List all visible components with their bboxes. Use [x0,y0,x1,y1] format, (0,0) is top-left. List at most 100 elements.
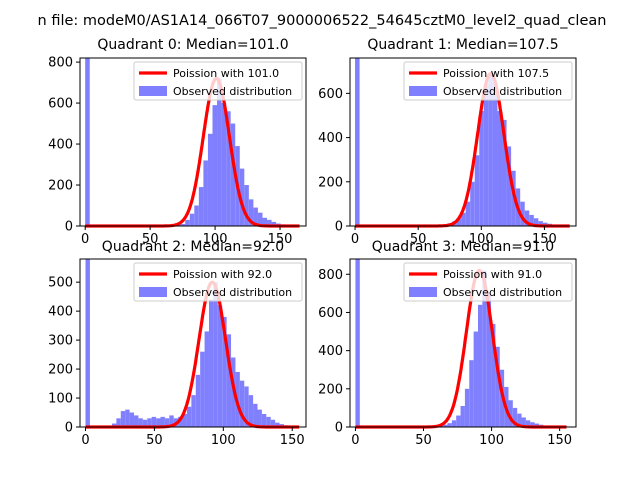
x-tick-label: 50 [146,433,163,448]
legend-line-label: Poission with 107.5 [443,67,549,80]
legend-line-label: Poission with 91.0 [443,268,542,281]
subplot-quadrant-0: 0 50 100 150 0 200 400 600 800 Poission with 101.… [48,37,307,247]
histogram-bar [266,416,271,427]
histogram-bar [520,201,525,226]
histogram-bar [533,218,539,226]
histogram-bar [534,423,539,427]
histogram-bar [524,210,530,226]
histogram-bar [189,213,195,226]
histogram-bar [461,212,466,226]
histogram-bar [239,380,245,427]
histogram-bar [482,270,487,427]
x-tick-label: 100 [211,433,236,448]
histogram-bar-zero [355,58,360,226]
histogram-bar [469,360,474,427]
histogram-bar [178,416,183,427]
histogram-bar [267,219,272,226]
histogram-bar [470,181,475,226]
histogram-bar [257,212,263,226]
histogram-bar [116,418,121,427]
histogram-bar [492,82,498,226]
histogram-bar [185,219,190,226]
histogram-bar [120,411,126,427]
histogram-bar [538,221,543,226]
histogram-bar [521,417,526,427]
x-tick-label: 100 [203,232,228,247]
x-tick-label: 0 [81,433,89,448]
x-tick-label: 50 [415,433,432,448]
histogram-bar [180,223,186,226]
histogram-bar [164,418,170,427]
histogram-bar [125,409,130,427]
histogram-bar [460,406,465,427]
histogram-bar [244,185,249,226]
legend-box [403,262,573,302]
histogram-bar-zero [85,58,90,226]
histogram-bar [217,78,222,226]
histogram-bar [198,187,204,226]
histogram-bar [495,346,500,427]
histogram-bar-zero [355,259,360,427]
subplot-title: Quadrant 2: Median=92.0 [102,239,284,255]
histogram-bar [248,199,254,226]
histogram-bar [129,412,135,427]
histogram-bar [230,123,236,226]
histogram-bar [134,415,139,427]
histogram-bar [204,331,209,427]
histogram-bar [456,218,462,226]
histogram-bar [226,111,231,226]
histogram-bar [203,160,208,226]
y-tick-label: 200 [318,175,343,190]
histogram-bar [506,146,512,226]
histogram-bar [239,168,245,226]
subplot-title: Quadrant 3: Median=91.0 [372,239,554,255]
y-tick-label: 600 [318,87,343,102]
y-tick-label: 200 [48,179,73,194]
histogram-bar [253,403,258,427]
legend-hist-label: Observed distribution [443,85,562,98]
legend-box [403,61,573,101]
histogram-bar [443,424,448,427]
x-tick-label: 50 [410,232,427,247]
histogram-bar [491,323,496,427]
histogram-bar [160,416,165,427]
y-tick-label: 200 [48,363,73,378]
histogram-bar [488,73,493,226]
histogram-bar [451,420,457,427]
histogram-bar [473,331,478,427]
x-tick-label: 150 [532,232,557,247]
figure-suptitle: n file: modeM0/AS1A14_066T07_9000006522_… [38,13,607,29]
histogram-bar [474,155,480,226]
histogram-bar [207,133,213,226]
histogram-bar [111,423,117,427]
histogram-bar [261,413,267,427]
x-tick-label: 150 [280,433,305,448]
y-tick-label: 0 [335,220,343,235]
histogram-bar [182,413,187,427]
histogram-bar [508,400,513,427]
histogram-bar [138,418,143,427]
histogram-bar [502,119,507,226]
histogram-bar [530,422,535,427]
y-tick-label: 800 [318,268,343,283]
subplot-quadrant-1: 0 50 100 150 0 200 400 600 Poission with 107.5 Ob… [318,37,577,247]
histogram-bar [525,420,531,427]
x-tick-label: 50 [142,232,159,247]
histogram-bar [213,282,218,427]
y-tick-label: 600 [318,306,343,321]
histogram-bar [542,222,548,226]
histogram-bar [271,221,277,226]
histogram-bar [517,413,522,427]
y-tick-label: 400 [318,131,343,146]
histogram-bar [142,419,148,427]
y-tick-label: 800 [48,56,73,71]
histogram-bar [262,217,268,226]
histogram-bar [257,409,262,427]
histogram-bar [151,416,157,427]
histogram-bar [253,207,258,226]
histogram-bar [191,395,196,427]
y-tick-label: 400 [48,138,73,153]
axes-frame [349,57,577,227]
subplot-title: Quadrant 0: Median=101.0 [97,37,288,53]
